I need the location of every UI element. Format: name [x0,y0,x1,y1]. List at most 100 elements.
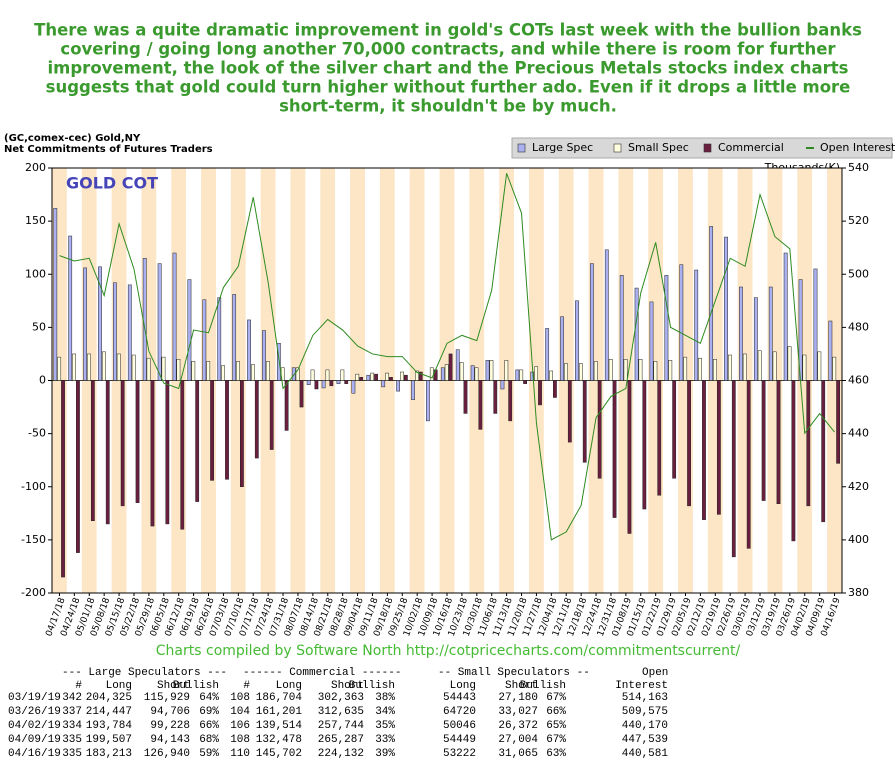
plot-frame [51,167,843,594]
table-cell: 108 [230,734,250,746]
bar [493,380,498,414]
bar [687,380,691,507]
bar [135,380,140,503]
table-cell: 99,228 [150,720,190,732]
bar [113,282,117,381]
table-cell: 67% [546,734,566,746]
bar [817,351,822,381]
bar [262,330,266,381]
bar [832,356,837,381]
bar [120,380,125,507]
table-cell: 132,478 [256,734,302,746]
bar [709,226,714,381]
table-header: Bullish [520,680,566,692]
table-header: # [243,680,250,692]
table-cell: 66% [546,706,566,718]
headline-line: There was a quite dramatic improvement i… [34,21,862,40]
bar [523,380,527,384]
bar [627,380,632,534]
bar [251,364,255,381]
bar [742,353,747,381]
bar [519,369,524,381]
bar [448,353,453,381]
table-cell: 204,325 [86,692,132,704]
table-cell: 193,784 [86,720,133,732]
bar [150,380,155,527]
table-header: Short [157,680,190,692]
table-cell: 104 [230,706,250,718]
bar [657,380,662,496]
bar [355,373,360,381]
bar [578,363,583,381]
bar [455,349,460,381]
bar [746,380,751,549]
bar [549,370,553,381]
table-cell: 337 [62,706,82,718]
table-cell: 33,027 [498,706,538,718]
credits: Charts compiled by Software North http:/… [156,643,741,659]
bar [485,360,490,381]
y-tick-label: 0 [39,374,46,387]
bar [176,359,181,381]
bar [221,365,226,381]
bar [619,275,624,381]
bar [53,208,58,381]
y-tick-label: -150 [21,533,46,546]
table-cell: 35% [375,720,395,732]
table-group: --- Large Speculators --- [62,667,227,679]
y2-tick-label: 480 [848,320,869,333]
bar [344,380,349,384]
bar [131,354,136,381]
bar [545,328,550,381]
table-cell: 302,363 [318,692,364,704]
table-cell: 440,581 [622,748,669,760]
bar [508,380,513,422]
table-group: ------ Commercial ------ [243,667,401,679]
bar [694,269,699,381]
bar [299,380,304,408]
y-tick-label: -200 [21,586,46,599]
table-cell: 509,575 [622,706,668,718]
table-cell: 334 [62,720,82,732]
table-cell: 69% [199,706,219,718]
table-header: Long [450,680,476,692]
bar [68,235,73,381]
table-cell: 161,201 [256,706,303,718]
legend-swatch [703,143,712,153]
bar [478,380,483,430]
bar [195,380,200,502]
bar [567,380,572,443]
bar [530,371,535,381]
bar [57,356,62,381]
bar [821,380,826,523]
bar [254,380,259,459]
table-cell: 64720 [443,706,476,718]
table-cell: 67% [546,692,566,704]
table-cell: 186,704 [256,692,303,704]
bar [836,380,841,464]
bar [612,380,617,518]
bar [470,365,475,381]
bar [597,380,602,479]
bar [351,380,356,394]
bar [105,380,110,525]
table-cell: 94,706 [150,706,190,718]
table-cell: 54449 [443,734,476,746]
chart-title: GOLD COT [66,174,158,193]
table-cell: 224,132 [318,748,364,760]
bar [698,357,702,381]
table-cell: 66% [199,720,219,732]
table-cell: 59% [199,748,219,760]
table-header: Interest [615,680,668,692]
bar [165,380,170,525]
bar [459,362,464,381]
bar [463,380,468,414]
bar [90,380,95,521]
bar [206,361,211,381]
bar [672,380,677,479]
table-cell: 139,514 [256,720,303,732]
bar [329,380,334,387]
y-tick-label: 150 [25,214,46,227]
bar [72,353,76,381]
